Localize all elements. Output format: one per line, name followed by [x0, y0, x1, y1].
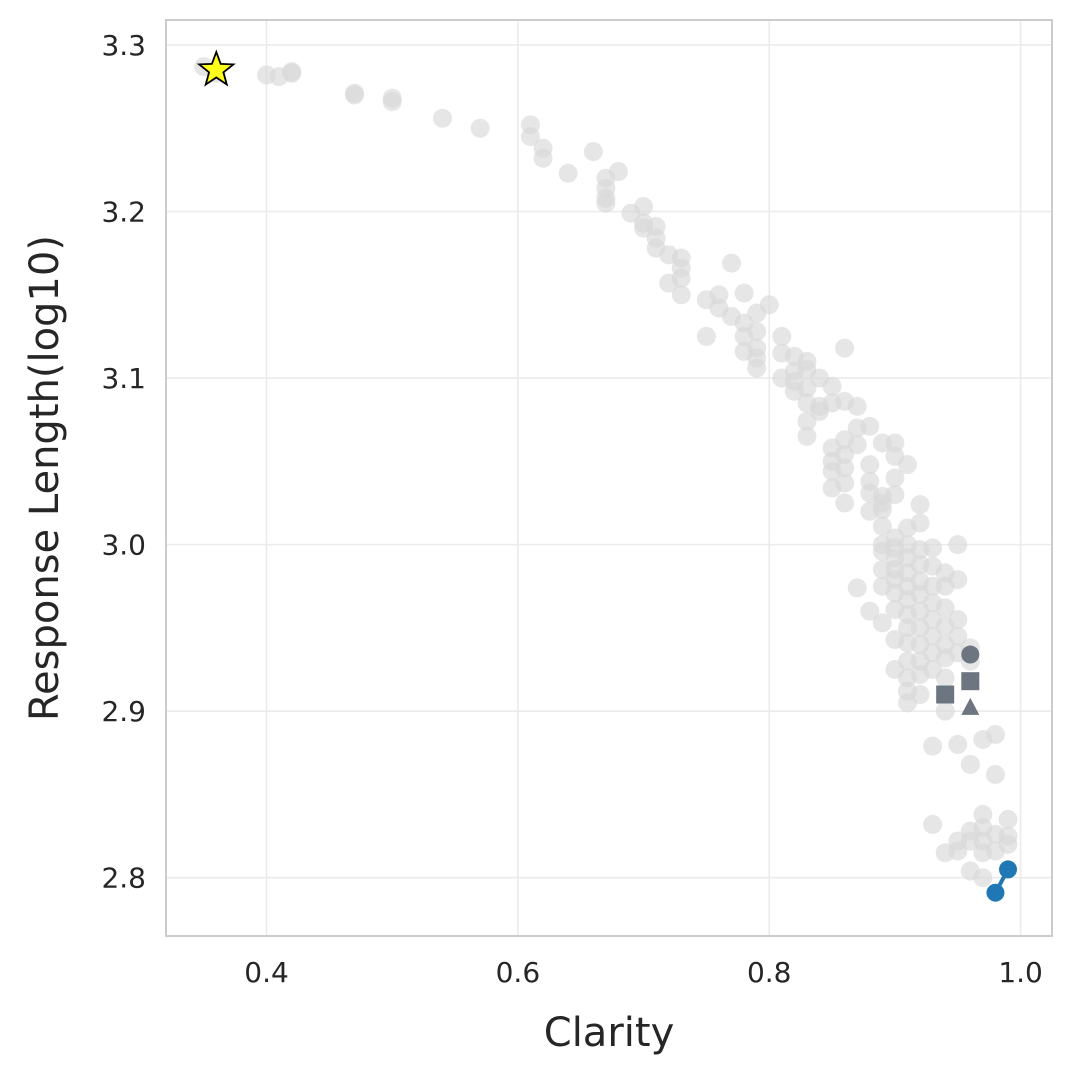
- background-point: [797, 426, 817, 446]
- background-point: [923, 814, 943, 834]
- background-point: [985, 764, 1005, 784]
- highlight-point-circle: [961, 645, 980, 664]
- background-point: [835, 458, 855, 478]
- highlight-point-square: [961, 672, 980, 691]
- y-axis-title: Response Length(log10): [22, 235, 68, 721]
- highlight-point-circle: [999, 860, 1018, 879]
- background-point: [923, 538, 943, 558]
- background-point: [847, 396, 867, 416]
- series-1: [961, 645, 980, 664]
- series-3: [961, 697, 980, 715]
- background-point: [872, 516, 892, 536]
- background-point: [282, 63, 302, 83]
- background-point: [722, 253, 742, 273]
- x-tick-label: 1.0: [998, 956, 1043, 989]
- background-point: [634, 197, 654, 217]
- background-point: [671, 285, 691, 305]
- background-point: [935, 598, 955, 618]
- background-point: [696, 326, 716, 346]
- y-tick-label: 3.1: [101, 362, 146, 395]
- x-axis-title: Clarity: [544, 1010, 674, 1056]
- background-point: [885, 468, 905, 488]
- background-point: [885, 433, 905, 453]
- series-4: [986, 860, 1018, 902]
- background-point: [948, 626, 968, 646]
- x-tick-label: 0.8: [747, 956, 792, 989]
- background-point: [734, 283, 754, 303]
- background-point: [910, 685, 930, 705]
- background-point: [998, 834, 1018, 854]
- background-point: [533, 148, 553, 168]
- background-point: [935, 668, 955, 688]
- x-tick-label: 0.6: [496, 956, 541, 989]
- background-point: [860, 601, 880, 621]
- y-tick-label: 2.9: [101, 695, 146, 728]
- y-axis-ticks: 2.8 2.9 3.0 3.1 3.2 3.3: [101, 29, 146, 895]
- background-point: [847, 578, 867, 598]
- background-point: [835, 338, 855, 358]
- y-tick-label: 3.3: [101, 29, 146, 62]
- background-point: [973, 868, 993, 888]
- background-point: [897, 455, 917, 475]
- background-point: [948, 734, 968, 754]
- background-point: [885, 485, 905, 505]
- background-point: [872, 613, 892, 633]
- x-tick-label: 0.4: [244, 956, 289, 989]
- background-point: [558, 163, 578, 183]
- highlight-point-triangle: [961, 697, 980, 715]
- highlight-point-square: [936, 685, 955, 704]
- background-point: [520, 127, 540, 147]
- background-point: [860, 416, 880, 436]
- background-point: [960, 754, 980, 774]
- series-5: [196, 49, 236, 87]
- background-point: [470, 118, 490, 138]
- background-point: [759, 295, 779, 315]
- background-point: [596, 193, 616, 213]
- background-point: [860, 455, 880, 475]
- background-point: [822, 376, 842, 396]
- background-point: [910, 513, 930, 533]
- background-point: [608, 162, 628, 182]
- series-2: [936, 672, 980, 704]
- background-point: [948, 535, 968, 555]
- background-point: [382, 92, 402, 112]
- background-point: [772, 326, 792, 346]
- plot-frame: [165, 19, 1053, 937]
- background-point: [747, 321, 767, 341]
- y-tick-label: 3.0: [101, 529, 146, 562]
- background-point: [948, 570, 968, 590]
- background-point: [998, 809, 1018, 829]
- highlight-point-circle: [986, 883, 1005, 902]
- background-point: [948, 610, 968, 630]
- background-point: [835, 473, 855, 493]
- star-point: [196, 49, 236, 87]
- background-point: [747, 358, 767, 378]
- y-tick-label: 3.2: [101, 196, 146, 229]
- background-point: [583, 142, 603, 162]
- background-point: [709, 285, 729, 305]
- y-tick-label: 2.8: [101, 862, 146, 895]
- background-point: [872, 500, 892, 520]
- background-point: [345, 85, 365, 105]
- background-point: [935, 701, 955, 721]
- series-0: [194, 57, 1018, 888]
- background-point: [910, 495, 930, 515]
- background-point: [973, 804, 993, 824]
- background-point: [671, 268, 691, 288]
- background-point: [847, 435, 867, 455]
- x-axis-ticks: 0.4 0.6 0.8 1.0: [244, 956, 1043, 989]
- data-points: [194, 49, 1018, 902]
- background-point: [923, 736, 943, 756]
- background-point: [432, 108, 452, 128]
- background-point: [835, 493, 855, 513]
- background-point: [985, 724, 1005, 744]
